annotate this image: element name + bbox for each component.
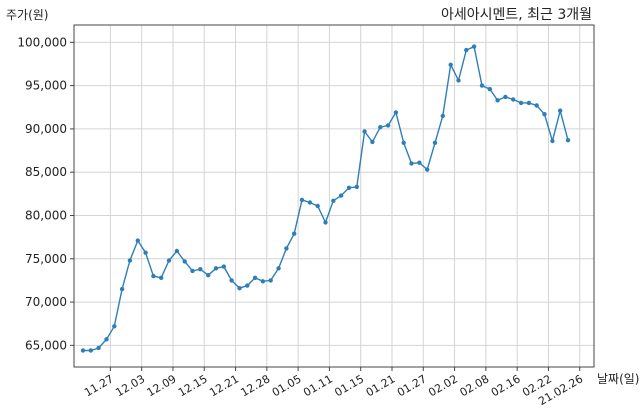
price-point bbox=[503, 94, 508, 100]
price-point bbox=[315, 203, 320, 209]
price-point bbox=[221, 264, 226, 269]
x-tick-label: 12.03 bbox=[113, 372, 147, 399]
price-point bbox=[565, 138, 571, 143]
price-point bbox=[385, 123, 391, 128]
price-point bbox=[401, 140, 406, 145]
price-point bbox=[550, 138, 555, 144]
price-point bbox=[237, 286, 242, 291]
price-point bbox=[96, 345, 101, 351]
price-point bbox=[542, 112, 547, 117]
x-tick-label: 11.27 bbox=[82, 372, 116, 399]
y-tick-label: 75,000 bbox=[25, 252, 67, 266]
price-point bbox=[260, 279, 266, 284]
price-line bbox=[83, 45, 569, 352]
price-point bbox=[323, 220, 328, 225]
price-point bbox=[456, 78, 461, 83]
price-point bbox=[268, 278, 273, 283]
price-point bbox=[417, 160, 422, 165]
price-point bbox=[80, 348, 86, 353]
price-point bbox=[190, 268, 195, 274]
price-point bbox=[284, 246, 289, 251]
price-point bbox=[448, 62, 453, 67]
price-point bbox=[143, 250, 148, 255]
price-point bbox=[198, 267, 203, 272]
price-point bbox=[104, 337, 109, 342]
price-point bbox=[292, 231, 297, 236]
price-point bbox=[166, 258, 172, 263]
x-tick-label: 01.11 bbox=[301, 372, 335, 399]
price-point bbox=[464, 47, 469, 53]
price-point bbox=[112, 324, 117, 329]
price-point bbox=[213, 266, 219, 271]
x-tick-label: 01.15 bbox=[332, 372, 366, 399]
price-point bbox=[135, 238, 140, 243]
price-point bbox=[307, 200, 313, 205]
price-point bbox=[425, 167, 430, 172]
y-tick-label: 65,000 bbox=[25, 338, 67, 352]
x-tick-label: 02.02 bbox=[426, 372, 460, 399]
price-point bbox=[127, 258, 133, 263]
price-point bbox=[393, 110, 399, 115]
price-point bbox=[526, 100, 532, 106]
price-point bbox=[252, 275, 258, 280]
y-tick-label: 95,000 bbox=[25, 79, 67, 93]
price-point bbox=[338, 193, 344, 198]
price-point bbox=[370, 139, 375, 145]
chart-title: 아세아시멘트, 최근 3개월 bbox=[441, 7, 592, 23]
price-point bbox=[518, 100, 524, 106]
price-point bbox=[479, 83, 485, 88]
y-tick-label: 100,000 bbox=[17, 35, 67, 49]
y-tick-label: 70,000 bbox=[25, 295, 67, 309]
price-points bbox=[80, 44, 571, 353]
price-point bbox=[432, 140, 438, 145]
price-point bbox=[229, 278, 234, 283]
price-point bbox=[440, 113, 445, 119]
price-point bbox=[174, 248, 180, 254]
price-point bbox=[276, 266, 281, 271]
y-tick-label: 90,000 bbox=[25, 122, 67, 136]
price-point bbox=[487, 86, 492, 92]
price-point bbox=[354, 184, 359, 190]
price-point bbox=[182, 259, 187, 264]
x-tick-label: 02.08 bbox=[458, 372, 492, 399]
grid-lines bbox=[74, 25, 594, 367]
price-point bbox=[362, 129, 367, 134]
price-point bbox=[151, 273, 156, 279]
x-tick-label: 01.21 bbox=[364, 372, 398, 399]
y-axis-ticks: 65,000 70,000 75,000 80,000 85,000 90,000 95,0… bbox=[17, 35, 74, 352]
price-point bbox=[159, 275, 164, 280]
x-tick-label: 12.28 bbox=[239, 372, 273, 399]
price-point bbox=[409, 161, 414, 166]
price-point bbox=[511, 97, 516, 102]
price-point bbox=[346, 185, 352, 190]
x-tick-label: 02.16 bbox=[489, 372, 523, 399]
x-axis-ticks: 11.2712.0312.0912.1512.2112.2801.0501.11… bbox=[82, 367, 585, 408]
price-point bbox=[206, 273, 211, 278]
plot-frame bbox=[73, 24, 595, 368]
x-tick-label: 12.09 bbox=[145, 372, 179, 399]
price-point bbox=[331, 198, 336, 203]
y-tick-label: 85,000 bbox=[25, 165, 67, 179]
price-point bbox=[299, 197, 305, 203]
x-tick-label: 01.05 bbox=[270, 372, 304, 399]
price-point bbox=[495, 98, 500, 103]
price-point bbox=[471, 44, 477, 49]
x-axis-label: 날짜(일) bbox=[597, 372, 639, 386]
y-tick-label: 80,000 bbox=[25, 208, 67, 222]
price-point bbox=[534, 103, 539, 108]
x-tick-label: 12.15 bbox=[176, 372, 210, 399]
price-point bbox=[378, 125, 383, 130]
price-point bbox=[88, 348, 94, 353]
price-point bbox=[558, 108, 563, 113]
x-tick-label: 01.27 bbox=[395, 372, 429, 399]
y-axis-label: 주가(원) bbox=[6, 8, 48, 22]
price-point bbox=[245, 283, 250, 288]
x-tick-label: 12.21 bbox=[207, 372, 241, 399]
price-point bbox=[119, 286, 125, 292]
